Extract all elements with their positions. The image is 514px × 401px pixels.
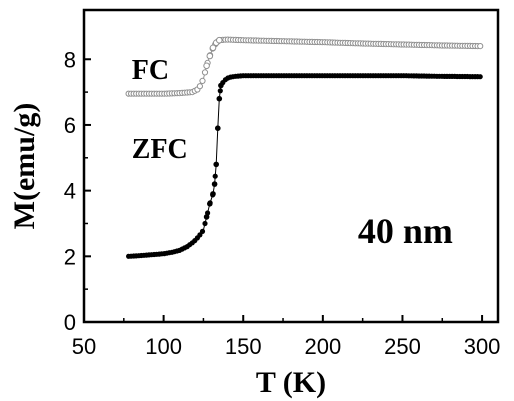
zfc-point [217, 88, 223, 94]
fc-point [203, 62, 210, 70]
zfc-point [212, 173, 218, 179]
y-tick-label: 4 [64, 179, 76, 204]
zfc-point [202, 220, 208, 227]
zfc-point [207, 201, 213, 207]
zfc-point [199, 228, 206, 234]
annotation-label: FC [132, 55, 169, 86]
plot-frame [82, 8, 500, 324]
x-tick-label: 100 [145, 334, 182, 359]
zfc-point [215, 125, 221, 131]
y-tick-label: 6 [64, 113, 76, 138]
fc-series [125, 36, 484, 97]
x-tick-label: 250 [384, 334, 421, 359]
zfc-point [211, 181, 218, 187]
zfc-point [216, 95, 223, 102]
zfc-point [218, 82, 224, 89]
zfc-point [203, 214, 210, 220]
zfc-point [477, 74, 483, 80]
x-tick-label: 50 [72, 334, 96, 359]
y-axis-title: M(emu/g) [8, 103, 41, 230]
zfc-point [213, 161, 219, 168]
y-tick-label: 0 [64, 310, 76, 335]
annotation-label: ZFC [132, 134, 188, 165]
fc-point [206, 52, 214, 60]
fc-point [209, 44, 217, 52]
annotation-label: 40 nm [358, 211, 453, 251]
x-axis-title: T (K) [256, 366, 326, 399]
fc-point [199, 77, 206, 85]
y-tick-label: 2 [64, 244, 76, 269]
fc-point [196, 83, 203, 90]
zfc-series [126, 73, 483, 259]
x-tick-label: 150 [225, 334, 262, 359]
y-tick-label: 8 [64, 47, 76, 72]
x-tick-label: 300 [464, 334, 501, 359]
fc-point [201, 69, 209, 76]
x-tick-label: 200 [304, 334, 341, 359]
fc-point [216, 36, 223, 44]
fc-point [477, 43, 484, 50]
zfc-point [210, 191, 216, 197]
